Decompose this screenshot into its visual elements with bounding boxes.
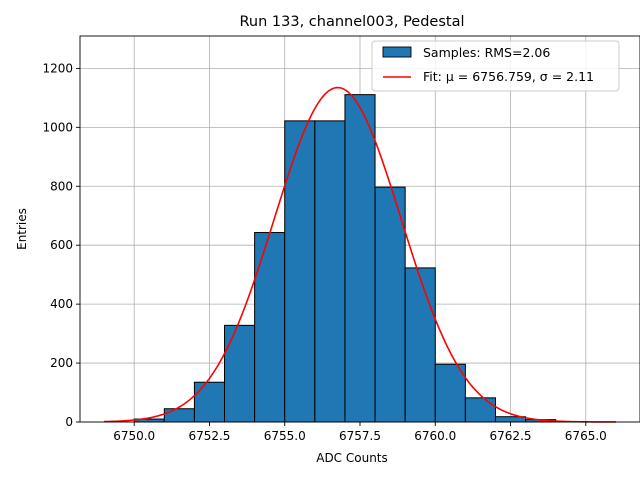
legend-label-fit: Fit: μ = 6756.759, σ = 2.11	[423, 69, 594, 84]
legend-box	[371, 40, 620, 92]
chart-title: Run 133, channel003, Pedestal	[239, 14, 464, 30]
histogram-bar	[344, 94, 376, 423]
x-tick-label: 6765.0	[565, 429, 607, 443]
histogram-bar	[464, 397, 496, 423]
x-tick-label: 6762.5	[490, 429, 532, 443]
x-axis-label: ADC Counts	[316, 451, 388, 465]
histogram-bar	[374, 186, 406, 423]
legend-swatch-samples	[382, 46, 412, 58]
y-tick-label: 1000	[42, 120, 73, 134]
histogram-bar	[404, 267, 436, 423]
y-tick-label: 200	[50, 356, 73, 370]
histogram-bar	[224, 324, 256, 423]
y-tick-label: 400	[50, 297, 73, 311]
y-tick-label: 0	[65, 415, 73, 429]
gaussian-fit-curve	[104, 86, 616, 423]
histogram-bar	[193, 381, 226, 423]
legend: Samples: RMS=2.06 Fit: μ = 6756.759, σ =…	[371, 40, 620, 92]
legend-label-samples: Samples: RMS=2.06	[423, 45, 550, 60]
x-tick-label: 6760.0	[414, 429, 456, 443]
histogram-bar	[314, 120, 346, 423]
histogram-bar	[284, 120, 316, 423]
x-tick-label: 6750.0	[113, 429, 155, 443]
y-tick-label: 600	[50, 238, 73, 252]
x-tick-label: 6757.5	[339, 429, 381, 443]
y-tick-label: 1200	[42, 61, 73, 75]
histogram-bar	[434, 363, 466, 423]
x-tick-label: 6755.0	[264, 429, 306, 443]
histogram-bar	[254, 232, 286, 423]
histogram-bar	[163, 408, 195, 423]
x-axis-ticks: 6750.0 6752.5 6755.0 6757.5 6760.0 6762.5 6765…	[113, 422, 607, 443]
y-axis-ticks: 0 200 400 600 800 1000 1200	[42, 61, 80, 429]
y-axis-label: Entries	[15, 208, 29, 250]
x-tick-label: 6752.5	[188, 429, 230, 443]
y-tick-label: 800	[50, 179, 73, 193]
